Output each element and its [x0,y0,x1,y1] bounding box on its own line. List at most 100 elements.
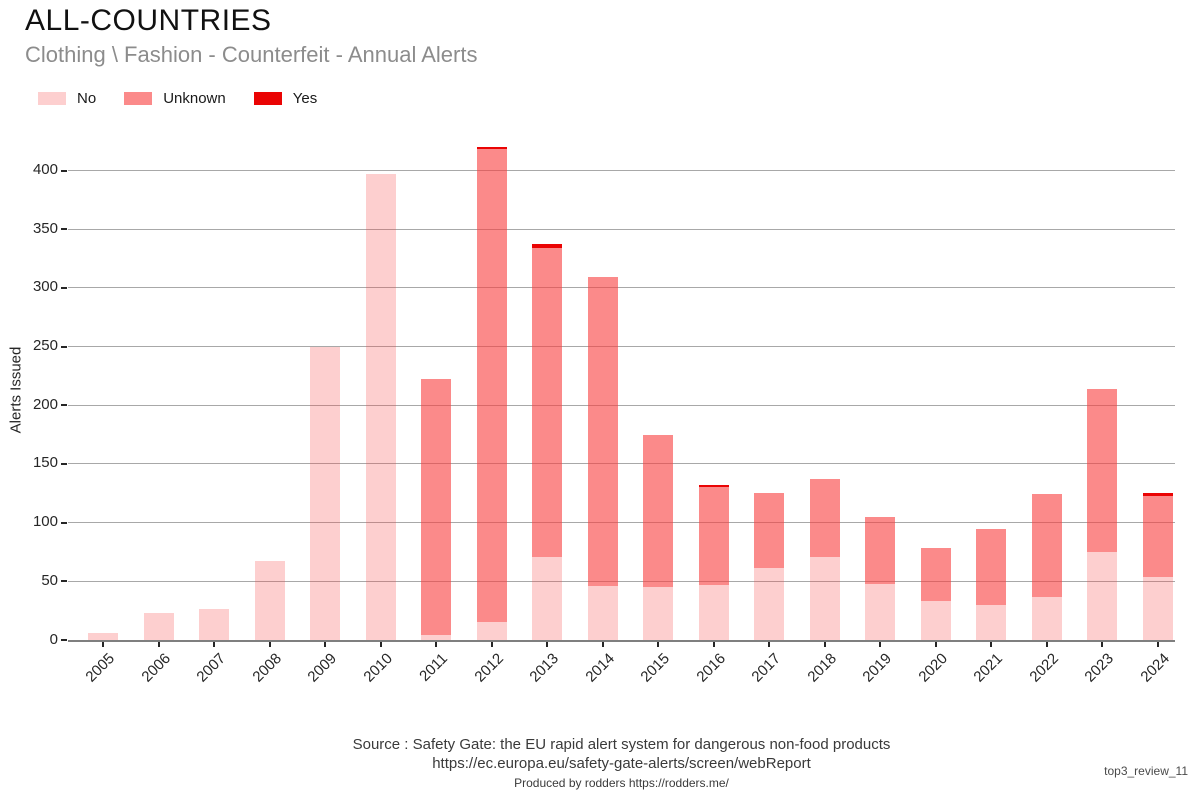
bar-2019-no [865,583,896,640]
x-tick-mark-2020 [934,642,937,647]
y-tick-mark-350 [61,228,67,231]
x-tick-mark-2019 [879,642,882,647]
bar-2015-unknown [643,434,674,588]
bar-2022-no [1031,596,1062,640]
x-tick-mark-2009 [324,642,327,647]
x-tick-mark-2018 [823,642,826,647]
legend-item-unknown: Unknown [124,90,226,107]
x-tick-label-2016: 2016 [693,650,729,686]
y-tick-label-100: 100 [32,513,58,531]
y-tick-mark-200 [61,404,67,407]
gridline-y-200 [68,404,1175,406]
y-tick-label-250: 250 [32,337,58,355]
bar-2008-no [254,561,285,640]
y-tick-label-350: 350 [32,219,58,237]
bar-2012-no [476,622,507,640]
x-tick-label-2012: 2012 [471,650,507,686]
bar-2007-no [199,609,230,640]
gridline-y-250 [68,346,1175,348]
bar-2016-no [698,584,729,640]
y-tick-mark-150 [61,462,67,465]
bar-2024-unknown [1143,495,1173,577]
y-axis-title: Alerts Issued [7,346,25,434]
x-tick-label-2019: 2019 [859,650,896,686]
x-tick-label-2024: 2024 [1137,650,1174,686]
x-tick-mark-2023 [1101,642,1104,647]
y-tick-mark-50 [61,580,67,583]
bar-2011-no [421,635,452,640]
bar-2011-unknown [421,379,452,636]
x-tick-mark-2015 [657,642,660,647]
x-tick-label-2006: 2006 [137,650,174,686]
watermark-label: top3_review_11 [1104,764,1188,778]
y-tick-mark-300 [61,286,67,289]
x-tick-label-2023: 2023 [1081,650,1118,686]
bar-2017-no [754,568,785,640]
chart-legend: No Unknown Yes [38,90,345,107]
bar-2018-no [809,556,840,640]
x-tick-mark-2013 [546,642,549,647]
gridline-y-350 [68,228,1175,230]
bar-2017-unknown [754,493,785,569]
x-tick-mark-2008 [268,642,271,647]
x-tick-label-2010: 2010 [360,650,396,686]
x-tick-label-2011: 2011 [416,650,452,685]
y-tick-label-50: 50 [41,571,58,589]
x-tick-mark-2012 [490,642,493,647]
gridline-y-100 [68,522,1175,524]
x-tick-label-2020: 2020 [915,650,951,686]
legend-item-no: No [38,90,96,107]
x-tick-mark-2022 [1045,642,1048,647]
legend-label-unknown: Unknown [163,90,226,107]
gridline-y-400 [68,170,1175,172]
y-tick-mark-250 [61,345,67,348]
bar-2021-no [976,604,1007,640]
bar-2013-no [532,556,563,640]
source-line-1: Source : Safety Gate: the EU rapid alert… [352,736,891,753]
page-title: ALL-COUNTRIES [25,4,272,37]
bar-2005-no [88,632,118,640]
footer: Source : Safety Gate: the EU rapid alert… [68,735,1175,790]
plot-area [68,140,1175,642]
bar-2023-unknown [1087,388,1118,552]
x-tick-label-2021: 2021 [970,650,1007,686]
bar-2009-no [310,346,341,640]
x-tick-label-2008: 2008 [248,650,285,686]
x-tick-label-2013: 2013 [526,650,563,686]
x-tick-label-2022: 2022 [1026,650,1062,686]
x-tick-mark-2006 [157,642,160,647]
x-tick-mark-2017 [768,642,771,647]
x-tick-mark-2014 [601,642,604,647]
bar-2024-no [1143,576,1173,640]
gridline-y-50 [68,580,1175,582]
x-tick-mark-2016 [712,642,715,647]
x-tick-label-2018: 2018 [804,650,840,686]
x-tick-label-2007: 2007 [193,650,230,686]
bar-2022-unknown [1031,494,1062,597]
source-line-2: https://ec.europa.eu/safety-gate-alerts/… [432,755,811,772]
legend-label-no: No [77,90,97,107]
y-tick-label-0: 0 [49,630,58,648]
bar-2012-unknown [476,149,507,623]
x-tick-label-2014: 2014 [582,650,618,686]
legend-swatch-unknown [124,92,153,105]
x-tick-mark-2021 [990,642,993,647]
bar-2016-unknown [698,487,729,585]
y-tick-mark-100 [61,521,67,524]
bar-2014-no [587,586,618,640]
legend-swatch-yes [253,92,282,105]
bar-2018-unknown [809,479,840,557]
bar-2020-unknown [920,548,951,602]
y-tick-label-300: 300 [32,278,58,296]
bar-2016-yes [698,485,729,488]
bar-2021-unknown [976,528,1007,605]
legend-label-yes: Yes [292,90,318,107]
bar-2015-no [643,587,674,640]
bar-2023-no [1087,551,1118,640]
x-tick-mark-2005 [102,642,104,647]
x-tick-label-2017: 2017 [748,650,785,686]
bar-2019-unknown [865,516,896,584]
legend-item-yes: Yes [253,90,318,107]
x-tick-mark-2007 [213,642,216,647]
